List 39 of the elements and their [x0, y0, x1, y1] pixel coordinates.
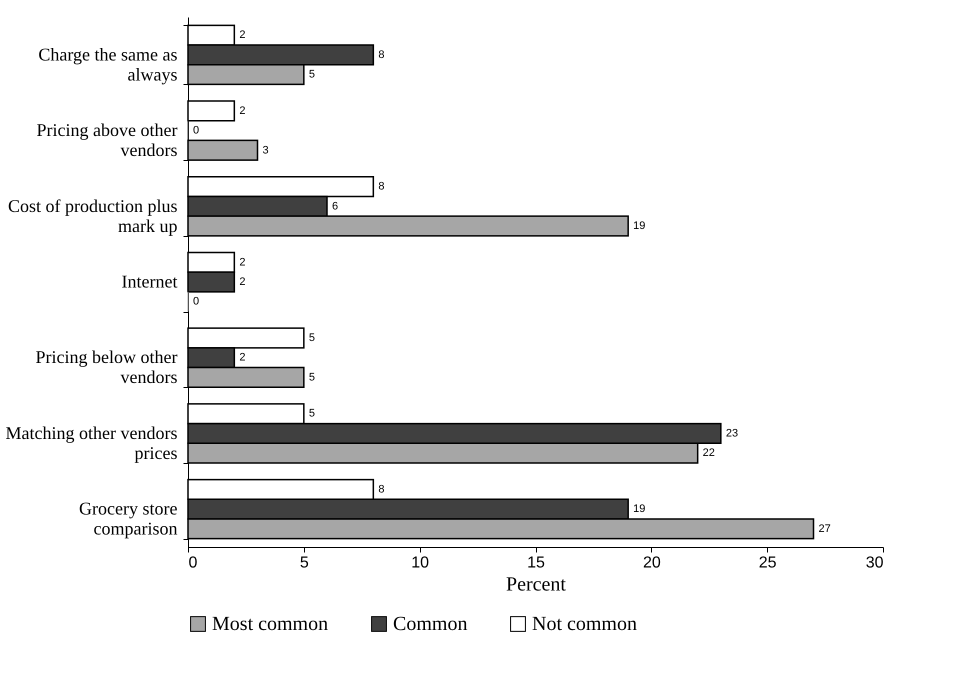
legend-label: Common [393, 613, 468, 635]
data-label: 22 [702, 447, 715, 460]
y-tick-label: Grocery store comparison [79, 498, 178, 539]
legend-label: Most common [212, 613, 328, 635]
y-tick-label: Pricing above other vendors [36, 120, 178, 160]
x-axis-title: Percent [506, 574, 566, 596]
data-label: 6 [332, 200, 338, 212]
data-label: 5 [308, 68, 315, 81]
data-label: 2 [239, 29, 246, 42]
data-label: 0 [193, 296, 200, 308]
y-tick-label: Charge the same as always [38, 44, 178, 84]
data-label: 2 [239, 352, 246, 364]
x-tick-label: 25 [758, 554, 777, 572]
data-label: 8 [378, 483, 384, 496]
x-tick-label: 20 [642, 554, 661, 572]
data-label: 2 [239, 256, 246, 268]
data-label: 23 [726, 427, 738, 440]
data-label: 8 [378, 180, 384, 193]
x-tick-label: 30 [866, 554, 884, 572]
y-tick-label: Cost of production plus mark up [8, 196, 178, 236]
legend-label: Not common [532, 613, 637, 635]
data-label: 19 [633, 220, 646, 232]
y-tick-label: Matching other vendors prices [6, 422, 178, 463]
data-label: 2 [239, 276, 246, 288]
data-label: 2 [239, 104, 246, 117]
data-label: 5 [308, 408, 315, 420]
x-tick-label: 10 [411, 554, 430, 572]
data-label: 19 [633, 503, 646, 516]
data-label: 8 [378, 48, 384, 61]
x-tick-label: 5 [300, 554, 309, 572]
x-tick-label: 15 [527, 554, 545, 572]
data-label: 0 [193, 124, 200, 137]
data-label: 3 [262, 144, 269, 156]
data-label: 5 [308, 371, 315, 384]
data-label: 27 [818, 522, 831, 535]
y-tick-label: Pricing below other vendors [36, 347, 178, 388]
x-tick-label: 0 [188, 554, 198, 572]
y-tick-label: Internet [122, 272, 178, 292]
data-label: 5 [308, 332, 315, 344]
